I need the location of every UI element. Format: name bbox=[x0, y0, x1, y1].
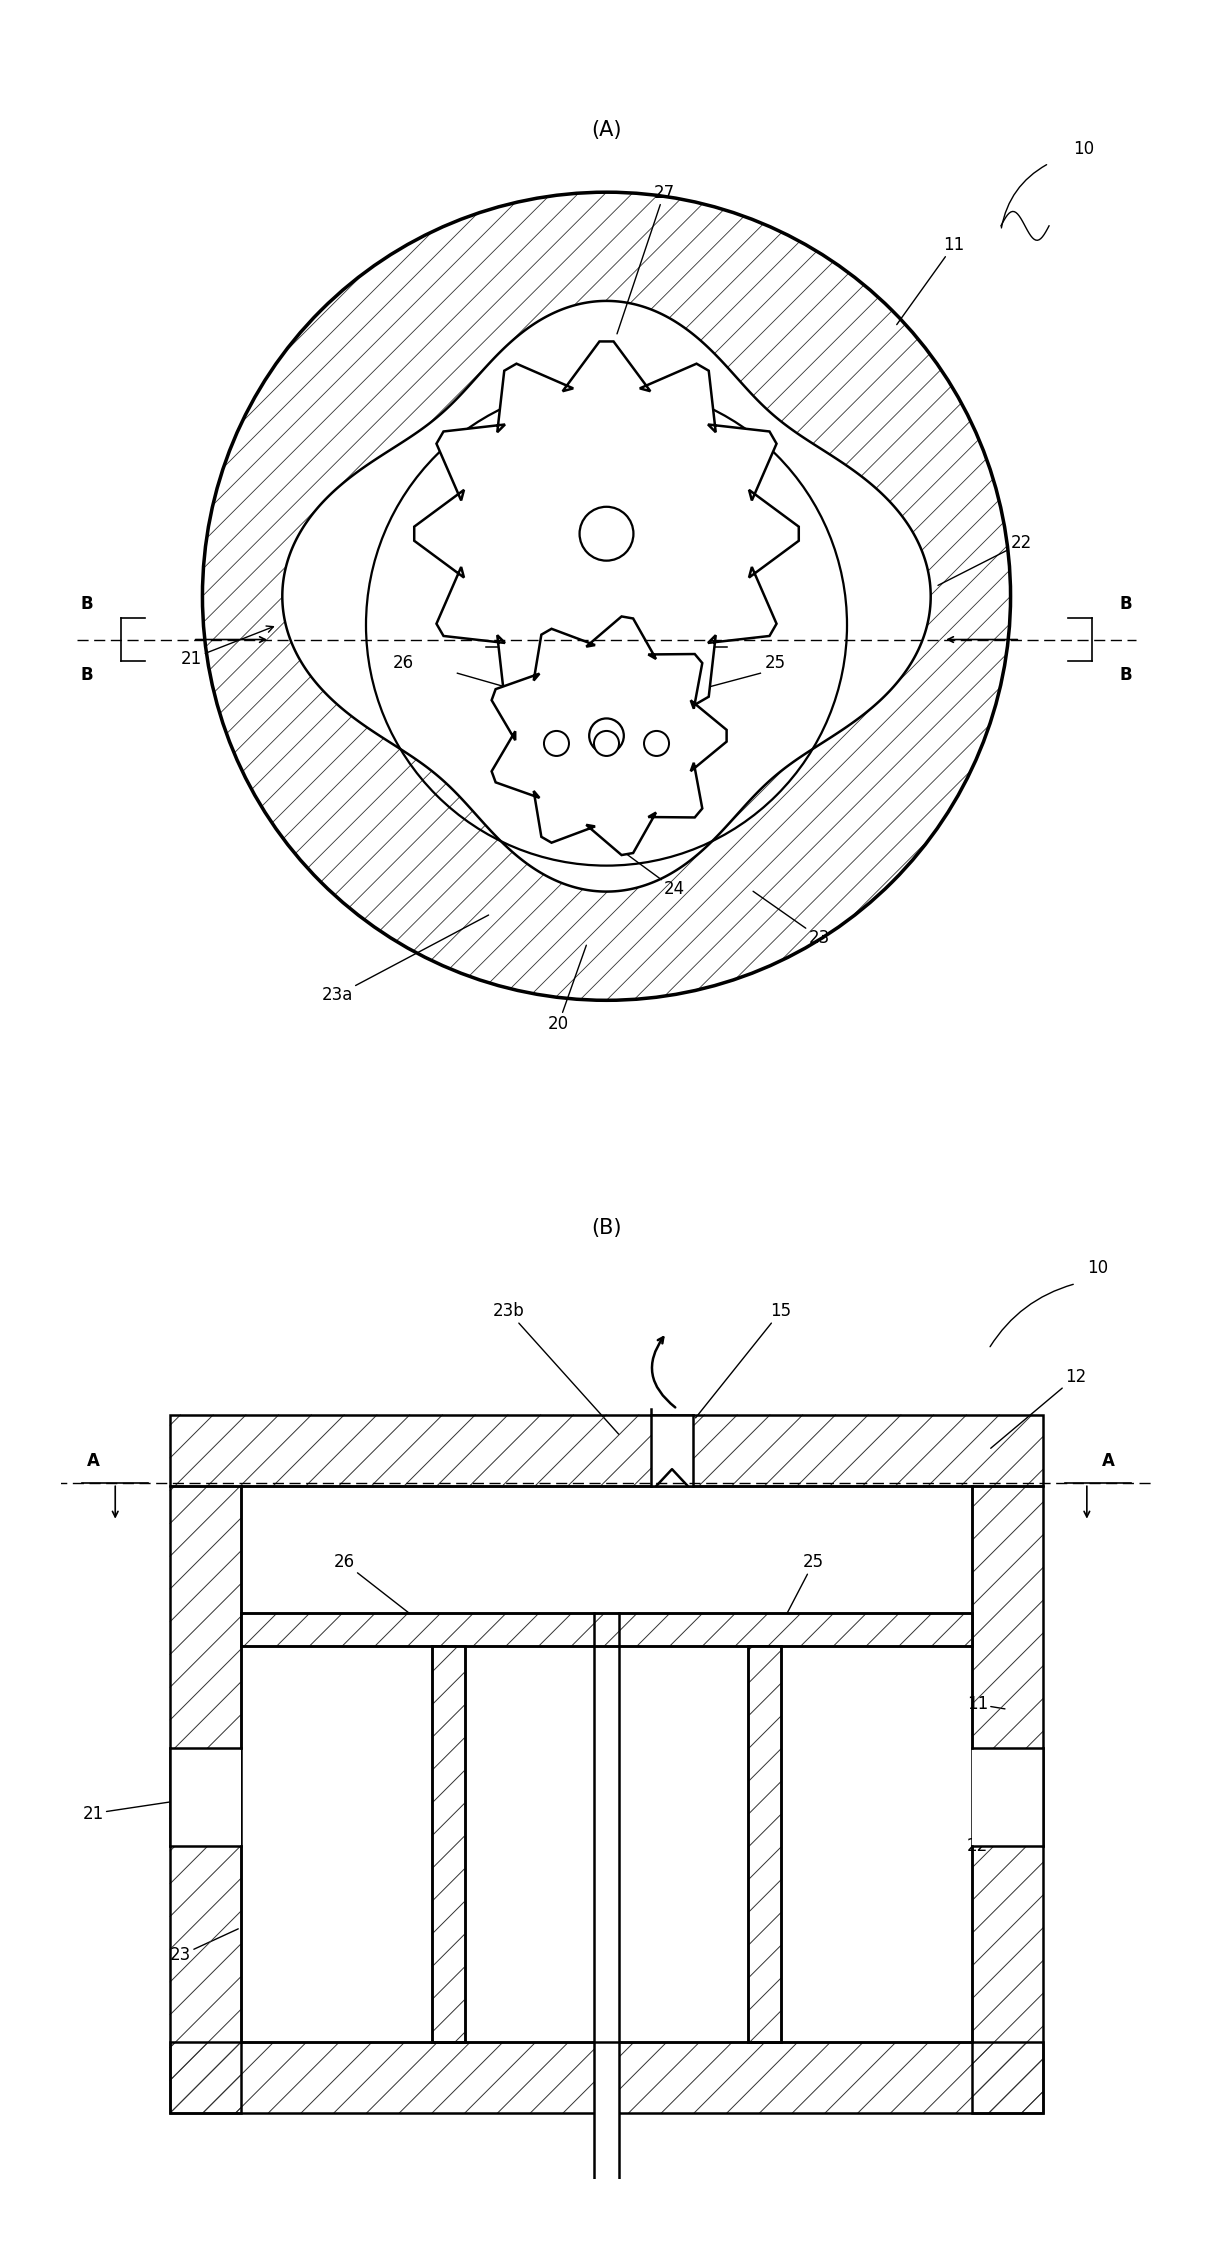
Text: 23: 23 bbox=[753, 891, 830, 947]
Bar bbox=[748, 1647, 781, 2043]
Text: 24: 24 bbox=[619, 848, 685, 898]
Text: 22: 22 bbox=[938, 533, 1032, 585]
Text: (B): (B) bbox=[591, 1217, 622, 1238]
Bar bbox=[240, 1613, 973, 1647]
Text: B: B bbox=[81, 666, 93, 684]
Bar bbox=[432, 1647, 465, 2043]
Text: A: A bbox=[87, 1451, 99, 1469]
Bar bbox=[170, 2043, 1043, 2113]
Bar bbox=[973, 1748, 1043, 1845]
Text: 11: 11 bbox=[896, 236, 964, 324]
Circle shape bbox=[644, 731, 670, 756]
Bar bbox=[594, 1984, 619, 2212]
Bar bbox=[240, 1613, 973, 1647]
Bar bbox=[973, 1485, 1043, 2113]
Text: 26: 26 bbox=[334, 1552, 434, 1633]
FancyArrowPatch shape bbox=[651, 1336, 676, 1408]
Bar bbox=[170, 1485, 240, 2113]
Bar bbox=[748, 1647, 781, 2043]
Polygon shape bbox=[283, 302, 930, 891]
Bar bbox=[973, 1485, 1043, 2113]
Text: B: B bbox=[1120, 666, 1132, 684]
Text: 23: 23 bbox=[170, 1928, 238, 1964]
Bar bbox=[170, 1485, 240, 2113]
Text: 26: 26 bbox=[393, 655, 414, 673]
Text: 23b: 23b bbox=[492, 1303, 619, 1433]
Bar bbox=[432, 1647, 465, 2043]
Polygon shape bbox=[414, 342, 799, 727]
Text: (A): (A) bbox=[591, 119, 622, 140]
Circle shape bbox=[580, 506, 633, 560]
Bar bbox=[170, 1415, 1043, 1485]
Text: B: B bbox=[1120, 594, 1132, 612]
Text: B: B bbox=[81, 594, 93, 612]
Text: 23a: 23a bbox=[321, 916, 489, 1004]
Text: 22: 22 bbox=[967, 1800, 1007, 1856]
Circle shape bbox=[590, 718, 623, 754]
Text: 21: 21 bbox=[82, 1798, 203, 1822]
Text: 27: 27 bbox=[617, 184, 674, 333]
Text: 10: 10 bbox=[1074, 140, 1094, 158]
Text: 21: 21 bbox=[181, 626, 273, 668]
Circle shape bbox=[543, 731, 569, 756]
Bar bbox=[170, 1415, 1043, 1485]
Text: 12: 12 bbox=[991, 1368, 1087, 1449]
Text: A: A bbox=[1103, 1451, 1115, 1469]
Circle shape bbox=[594, 731, 619, 756]
Text: 10: 10 bbox=[1087, 1258, 1107, 1276]
Circle shape bbox=[203, 191, 1010, 1001]
Text: 20: 20 bbox=[548, 945, 586, 1033]
Text: 11: 11 bbox=[967, 1694, 1004, 1712]
Bar bbox=[170, 2043, 1043, 2113]
Bar bbox=[170, 1748, 240, 1845]
Text: 25: 25 bbox=[765, 655, 786, 673]
Polygon shape bbox=[491, 616, 727, 855]
Text: 25: 25 bbox=[778, 1552, 824, 1631]
Bar bbox=[651, 1415, 693, 1485]
Text: 15: 15 bbox=[695, 1303, 791, 1418]
